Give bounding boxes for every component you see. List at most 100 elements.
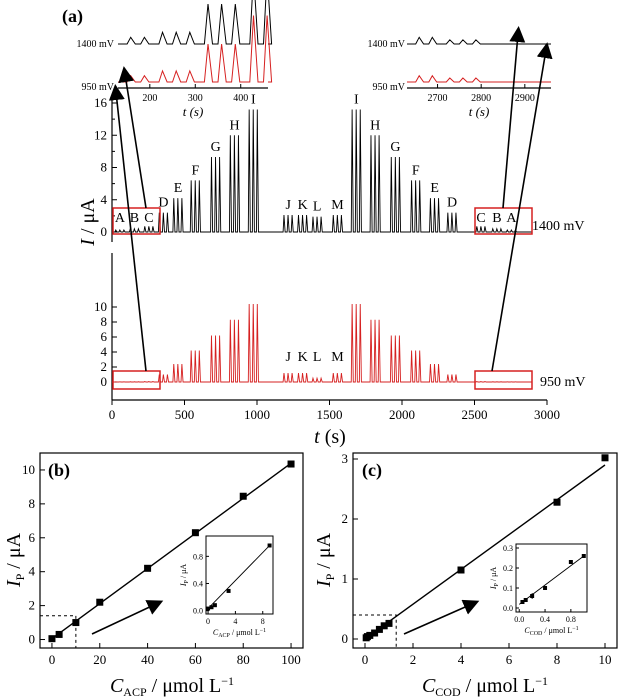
c-x-axis-label: CCOD / μmol L−1 xyxy=(422,674,548,699)
zoom-dashed-box xyxy=(353,614,397,648)
x-tick-label: 8 xyxy=(554,652,561,667)
inset-trace-950mV xyxy=(118,15,273,83)
inset-data-point xyxy=(520,600,525,604)
inset-data-point xyxy=(530,594,535,598)
trace-line-1400mV xyxy=(112,109,533,233)
group-letter-lower-L: L xyxy=(313,350,322,365)
inset-x-tick-label: 0.0 xyxy=(514,615,524,624)
y-tick-label: 10 xyxy=(22,462,35,477)
inset-x-tick-label: 0 xyxy=(206,617,210,626)
inset-trace-950mV xyxy=(407,74,551,83)
inset-x-tick-label: 400 xyxy=(233,93,248,104)
b-x-axis-label: CACP / μmol L−1 xyxy=(110,674,234,699)
data-point xyxy=(371,629,379,637)
inset-data-point xyxy=(543,586,548,590)
group-letter-M: M xyxy=(331,198,344,213)
x-tick-label: 40 xyxy=(141,652,154,667)
a-x-tick-label: 3000 xyxy=(534,407,560,422)
upper-y-tick-label: 0 xyxy=(101,224,108,239)
zoom-box-lower-left xyxy=(112,370,161,390)
arrow-lower-right xyxy=(491,42,553,372)
c-y-axis-label: IP / μA xyxy=(313,532,337,588)
inset-y-tick-label: 0.0 xyxy=(193,607,203,616)
inset-data-point xyxy=(568,560,573,564)
inset-label-950mV: 950 mV xyxy=(373,82,406,93)
fit-line xyxy=(364,464,606,640)
panel-c-label: (c) xyxy=(362,460,382,481)
data-point xyxy=(380,622,388,630)
lower-y-tick-label: 4 xyxy=(101,344,108,359)
c-arrow xyxy=(403,599,480,635)
data-point xyxy=(144,564,152,572)
group-letter-F: F xyxy=(191,163,199,178)
inset-x-tick-label: 0.8 xyxy=(566,615,576,624)
group-letter-E: E xyxy=(430,181,439,196)
x-tick-label: 60 xyxy=(189,652,202,667)
group-letter-lower-M: M xyxy=(331,350,344,365)
trace-line-950mV xyxy=(112,303,533,383)
c-ticks: 0 2 4 6 8 10 0 1 2 3 xyxy=(342,451,612,667)
data-point xyxy=(96,598,104,606)
inset-data-point xyxy=(212,603,217,608)
inset-frame xyxy=(205,535,274,615)
b-y-axis-label: IP / μA xyxy=(3,532,27,588)
inset-x-tick-label: 2700 xyxy=(428,93,448,104)
group-letter-G: G xyxy=(390,140,400,155)
inset-label-950mV: 950 mV xyxy=(82,82,115,93)
lower-y-tick-label: 6 xyxy=(101,329,108,344)
inset-x-label: t (s) xyxy=(469,104,490,119)
panel-b-label: (b) xyxy=(48,460,70,481)
inset-x-tick-label: 0.4 xyxy=(540,615,550,624)
group-letter-D: D xyxy=(447,196,457,211)
a-x-tick-label: 1000 xyxy=(244,407,270,422)
fit-line xyxy=(51,462,292,640)
group-letter-B: B xyxy=(492,211,501,226)
data-point xyxy=(375,625,383,633)
group-letter-G: G xyxy=(211,140,221,155)
group-letter-H: H xyxy=(229,118,239,133)
lower-y-tick-label: 10 xyxy=(94,299,107,314)
inset-y-label: IP / μA xyxy=(179,564,190,588)
y-tick-label: 4 xyxy=(29,564,36,579)
group-letter-lower-J: J xyxy=(285,350,291,365)
inset-x-tick-label: 200 xyxy=(142,93,157,104)
data-point xyxy=(366,631,374,639)
inset-x-tick-label: 2800 xyxy=(471,93,491,104)
x-tick-label: 6 xyxy=(506,652,513,667)
y-tick-label: 2 xyxy=(29,598,36,613)
group-letter-H: H xyxy=(370,118,380,133)
trace-label-950mV: 950 mV xyxy=(540,375,586,390)
group-letter-D: D xyxy=(158,196,168,211)
trace-950mV xyxy=(112,303,533,383)
inset-x-tick-label: 4 xyxy=(233,617,237,626)
a-x-tick-label: 1500 xyxy=(317,407,343,422)
inset-y-tick-label: 0.0 xyxy=(503,604,513,613)
y-tick-label: 6 xyxy=(29,530,36,545)
group-letter-F: F xyxy=(412,163,420,178)
inset-y-tick-label: 0.3 xyxy=(503,544,513,553)
a-x-tick-label: 2000 xyxy=(389,407,415,422)
upper-y-tick-label: 4 xyxy=(101,192,108,207)
c-plot-frame xyxy=(352,452,618,649)
group-letter-L: L xyxy=(313,200,322,215)
y-tick-label: 0 xyxy=(29,632,36,647)
data-point xyxy=(385,619,393,627)
group-letter-K: K xyxy=(298,198,308,213)
x-tick-label: 100 xyxy=(281,652,301,667)
inset-y-label: IP / μA xyxy=(489,567,500,591)
a-y-axis-label: I / μA xyxy=(77,198,99,247)
x-tick-label: 0 xyxy=(49,652,56,667)
y-tick-label: 3 xyxy=(342,451,349,466)
inset-frame xyxy=(515,543,588,613)
inset-fit-line xyxy=(207,543,272,609)
lower-y-tick-label: 0 xyxy=(101,374,108,389)
inset-x-label: CCOD / μmol L−1 xyxy=(524,626,578,637)
upper-y-tick-label: 16 xyxy=(94,95,108,110)
inset-trace-1400mV xyxy=(118,0,273,45)
a-x-ticks: 0 500 1000 1500 2000 2500 3000 xyxy=(109,400,560,422)
